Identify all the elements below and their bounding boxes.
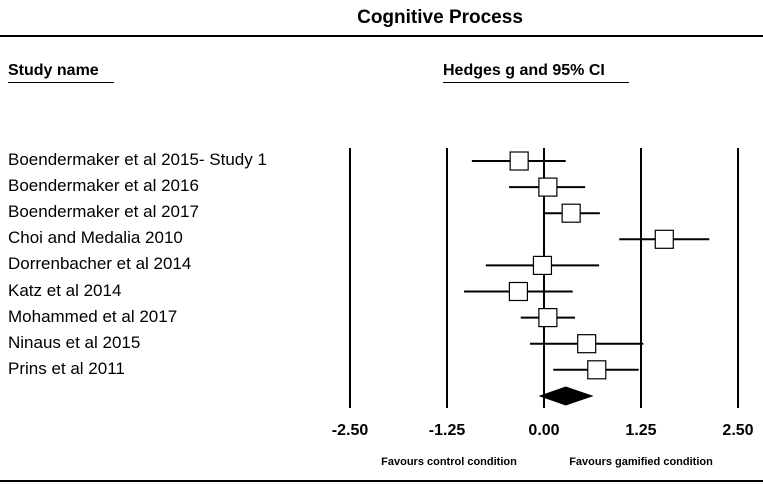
top-rule	[0, 35, 763, 37]
study-row	[471, 151, 566, 171]
x-tick-label: 1.25	[625, 422, 656, 439]
x-tick-label: -2.50	[332, 422, 369, 439]
x-tick-label: 0.00	[528, 422, 559, 439]
effect-size-marker	[561, 203, 581, 223]
effect-size-marker	[508, 281, 528, 302]
study-name: Boendermaker et al 2016	[8, 176, 199, 196]
effect-size-header: Hedges g and 95% CI	[443, 62, 605, 79]
favours-left-label: Favours control condition	[381, 456, 517, 468]
chart-title: Cognitive Process	[357, 7, 523, 28]
study-name: Ninaus et al 2015	[8, 332, 141, 352]
study-row	[553, 360, 639, 380]
study-row	[485, 255, 600, 275]
effect-size-marker	[509, 151, 529, 171]
x-tick-label: -1.25	[429, 422, 466, 439]
study-name: Dorrenbacher et al 2014	[8, 254, 192, 274]
effect-size-marker	[654, 229, 674, 249]
effect-size-header-underline	[443, 82, 629, 83]
study-row	[530, 334, 644, 354]
study-row	[544, 203, 600, 223]
effect-size-marker	[538, 177, 558, 197]
summary-diamond	[538, 386, 594, 406]
study-row	[520, 308, 576, 328]
study-name: Boendermaker et al 2015- Study 1	[8, 150, 267, 169]
x-tick-label: 2.50	[722, 422, 753, 439]
study-name: Choi and Medalia 2010	[8, 228, 183, 248]
favours-right-label: Favours gamified condition	[569, 456, 713, 468]
effect-size-marker	[532, 255, 553, 275]
effect-size-marker	[577, 334, 597, 354]
study-name: Prins et al 2011	[8, 358, 125, 378]
study-name: Mohammed et al 2017	[8, 306, 178, 326]
study-row	[464, 281, 573, 302]
effect-size-marker	[587, 360, 607, 380]
effect-size-marker	[538, 308, 558, 328]
study-row	[509, 177, 586, 197]
bottom-rule	[0, 480, 763, 482]
study-name: Katz et al 2014	[8, 280, 122, 300]
study-name-header-underline	[8, 82, 114, 83]
study-name: Boendermaker et al 2017	[8, 202, 199, 222]
study-row	[619, 229, 710, 249]
study-name-header: Study name	[8, 62, 99, 79]
